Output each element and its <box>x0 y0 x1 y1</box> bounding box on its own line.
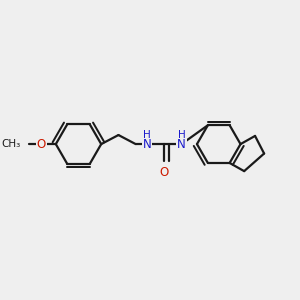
Text: O: O <box>37 138 46 151</box>
Text: O: O <box>160 166 169 179</box>
Text: N: N <box>177 138 186 151</box>
Text: H: H <box>178 130 185 140</box>
Text: CH₃: CH₃ <box>1 139 20 149</box>
Text: H: H <box>143 130 151 140</box>
Text: N: N <box>143 138 152 151</box>
